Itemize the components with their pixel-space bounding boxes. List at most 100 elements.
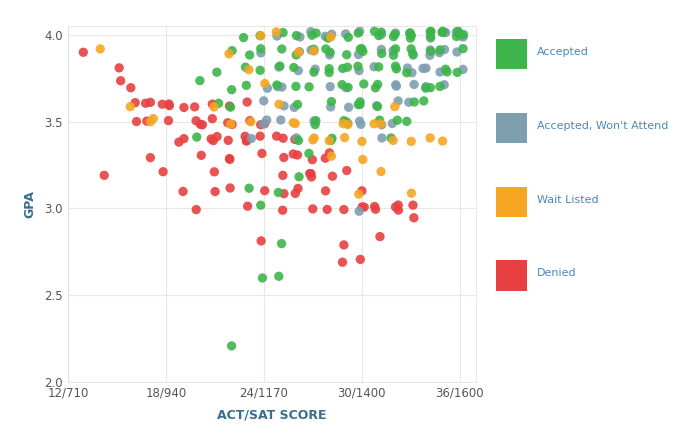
Point	[407, 69, 418, 76]
Point	[326, 153, 337, 160]
Point	[324, 137, 335, 144]
Point	[390, 62, 401, 69]
Point	[309, 69, 320, 76]
Point	[320, 155, 330, 161]
Point	[308, 47, 319, 54]
Point	[145, 154, 156, 161]
Point	[406, 32, 417, 39]
Point	[375, 121, 386, 128]
Point	[243, 66, 254, 73]
Point	[262, 85, 273, 92]
Point	[309, 121, 320, 128]
Point	[418, 65, 428, 72]
Point	[393, 207, 404, 214]
Point	[275, 116, 286, 123]
Point	[225, 121, 236, 128]
Point	[325, 83, 336, 90]
Point	[337, 259, 348, 266]
Point	[292, 101, 303, 108]
Point	[239, 133, 250, 140]
Point	[325, 103, 336, 110]
Point	[271, 29, 282, 36]
Point	[425, 33, 436, 39]
Point	[437, 29, 448, 36]
Point	[355, 46, 366, 53]
Point	[241, 99, 252, 105]
Point	[388, 137, 398, 144]
Point	[455, 32, 466, 39]
Point	[406, 190, 417, 197]
Point	[353, 30, 364, 36]
Point	[277, 207, 288, 214]
Point	[354, 118, 365, 125]
Point	[458, 31, 469, 38]
Point	[307, 205, 318, 212]
Point	[386, 135, 396, 141]
Point	[255, 121, 266, 128]
Point	[277, 135, 288, 142]
Point	[356, 45, 367, 52]
Point	[141, 118, 152, 125]
Point	[224, 102, 235, 109]
Point	[277, 29, 288, 36]
Point	[271, 33, 282, 39]
Point	[309, 118, 320, 125]
Point	[241, 82, 252, 89]
Text: Wait Listed: Wait Listed	[537, 194, 599, 205]
Point	[271, 82, 282, 89]
Point	[418, 97, 429, 104]
Point	[307, 32, 318, 39]
Point	[341, 167, 352, 174]
Point	[407, 49, 418, 56]
Point	[375, 168, 386, 175]
Point	[288, 151, 299, 158]
Point	[194, 77, 205, 84]
Point	[273, 189, 284, 196]
Point	[390, 103, 401, 110]
Point	[277, 84, 288, 91]
Point	[393, 201, 404, 208]
Point	[224, 155, 235, 162]
Point	[255, 133, 266, 140]
Point	[290, 136, 301, 143]
Point	[437, 29, 447, 36]
Point	[369, 63, 379, 70]
Point	[303, 150, 314, 157]
Point	[374, 117, 385, 124]
Point	[359, 204, 370, 210]
Point	[208, 137, 219, 144]
Point	[376, 50, 387, 57]
Point	[354, 208, 364, 215]
Point	[99, 172, 109, 179]
Point	[290, 190, 301, 197]
Point	[342, 64, 353, 71]
Point	[403, 99, 414, 106]
Point	[277, 172, 288, 179]
Point	[325, 49, 336, 56]
Point	[241, 138, 252, 145]
Point	[425, 46, 436, 53]
Point	[244, 52, 255, 59]
Point	[376, 31, 387, 38]
Point	[307, 156, 318, 163]
Point	[279, 190, 290, 197]
Point	[326, 135, 337, 142]
Point	[439, 46, 450, 53]
Point	[292, 185, 303, 192]
Point	[356, 121, 367, 128]
Point	[358, 80, 369, 87]
Point	[354, 67, 364, 74]
Point	[453, 30, 464, 37]
Point	[308, 46, 319, 53]
Point	[259, 187, 270, 194]
Point	[358, 48, 369, 55]
Point	[320, 46, 331, 53]
Point	[173, 138, 184, 145]
Point	[409, 99, 420, 105]
Point	[402, 65, 413, 72]
Point	[178, 104, 189, 111]
Point	[206, 135, 217, 142]
Point	[372, 103, 383, 110]
Point	[337, 65, 348, 72]
Point	[390, 30, 401, 36]
